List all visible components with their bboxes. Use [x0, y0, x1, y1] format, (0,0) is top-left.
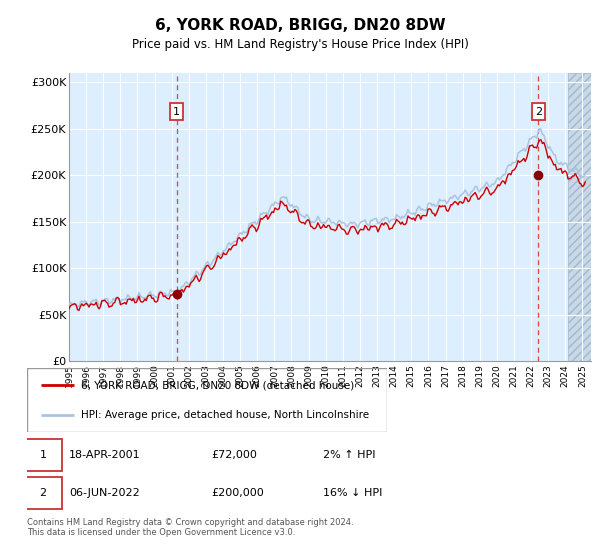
Text: 06-JUN-2022: 06-JUN-2022 [69, 488, 140, 498]
Text: 6, YORK ROAD, BRIGG, DN20 8DW (detached house): 6, YORK ROAD, BRIGG, DN20 8DW (detached … [81, 380, 354, 390]
Text: Contains HM Land Registry data © Crown copyright and database right 2024.
This d: Contains HM Land Registry data © Crown c… [27, 518, 353, 538]
FancyBboxPatch shape [24, 439, 62, 471]
Text: 1: 1 [40, 450, 47, 460]
Text: HPI: Average price, detached house, North Lincolnshire: HPI: Average price, detached house, Nort… [81, 410, 369, 420]
Text: 6, YORK ROAD, BRIGG, DN20 8DW: 6, YORK ROAD, BRIGG, DN20 8DW [155, 18, 445, 32]
Text: 18-APR-2001: 18-APR-2001 [69, 450, 140, 460]
Text: 2: 2 [535, 107, 542, 116]
Bar [568, 73, 591, 361]
Text: 2: 2 [40, 488, 47, 498]
Text: 2% ↑ HPI: 2% ↑ HPI [323, 450, 375, 460]
Text: £200,000: £200,000 [211, 488, 264, 498]
FancyBboxPatch shape [24, 477, 62, 508]
Text: 1: 1 [173, 107, 180, 116]
Text: Price paid vs. HM Land Registry's House Price Index (HPI): Price paid vs. HM Land Registry's House … [131, 38, 469, 52]
Text: £72,000: £72,000 [211, 450, 257, 460]
Text: 16% ↓ HPI: 16% ↓ HPI [323, 488, 382, 498]
